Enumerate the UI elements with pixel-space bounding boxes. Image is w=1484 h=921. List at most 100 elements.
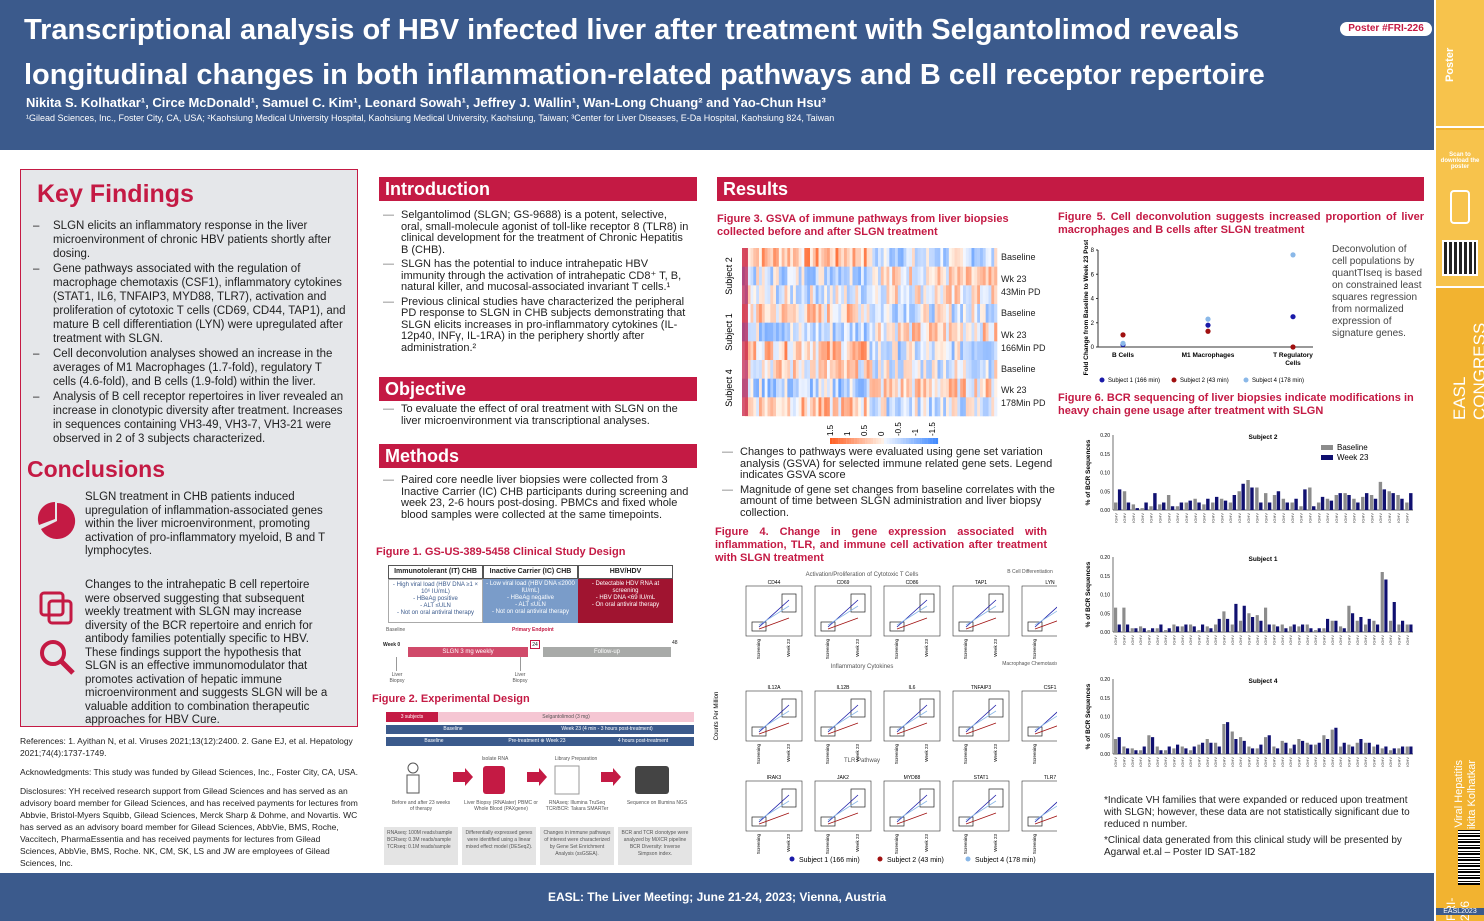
heat-cell	[759, 285, 763, 305]
heat-cell	[948, 248, 952, 267]
bar	[1197, 502, 1201, 510]
box-week23	[781, 593, 797, 613]
heat-cell	[940, 304, 944, 323]
subject2-line	[1034, 620, 1057, 630]
heat-cell	[846, 378, 850, 398]
heat-cell	[988, 248, 992, 267]
legend-swatch	[892, 438, 895, 444]
x-tick: M1 Macrophages	[1182, 352, 1235, 359]
heat-cell	[804, 397, 808, 417]
heat-cell	[974, 397, 978, 417]
gene-title: STAT1	[974, 775, 989, 781]
timeline-label: 48	[672, 640, 678, 646]
heat-cell	[855, 360, 859, 379]
heat-cell	[756, 322, 760, 342]
heat-cell	[756, 360, 760, 379]
figure4-boxplots: Activation/Proliferation of Cytotoxic T …	[714, 569, 1057, 864]
gene-title: IL12B	[836, 685, 850, 691]
heat-cell	[804, 304, 808, 323]
heat-cell	[832, 285, 836, 305]
bar	[1281, 498, 1286, 510]
heat-cell	[991, 248, 995, 267]
heat-cell	[934, 285, 938, 305]
x-tick: Screening	[1032, 639, 1037, 660]
heat-cell	[804, 248, 808, 267]
x-tick: IGHV	[1405, 513, 1410, 523]
heat-cell	[931, 360, 935, 379]
heat-cell	[818, 248, 822, 267]
heat-cell	[770, 248, 774, 267]
heat-cell	[846, 360, 850, 379]
bar	[1347, 744, 1351, 754]
legend-swatch	[894, 438, 898, 444]
heat-cell	[991, 322, 995, 342]
qr-code[interactable]	[1442, 240, 1478, 276]
heat-cell	[875, 304, 879, 323]
bar	[1219, 498, 1224, 510]
panel-frame	[883, 780, 941, 832]
heat-cell	[829, 304, 833, 323]
heat-cell	[912, 341, 916, 361]
bar	[1384, 579, 1388, 632]
step-box: RNAseq: 100M reads/sample BCRseq: 0.3M r…	[384, 827, 458, 865]
heat-cell	[793, 397, 797, 417]
bar	[1376, 624, 1380, 632]
legend-swatch	[900, 438, 903, 444]
heat-cell	[827, 266, 831, 286]
heat-cell	[889, 266, 893, 286]
bar	[1197, 630, 1201, 632]
heat-cell	[957, 360, 961, 379]
heat-cell	[914, 285, 918, 305]
heat-cell	[824, 397, 828, 417]
heat-cell	[812, 341, 816, 361]
bar	[1140, 508, 1144, 510]
legend-swatch	[862, 438, 866, 444]
bar	[1170, 506, 1175, 510]
x-tick: Screening	[894, 744, 899, 765]
heat-cell	[793, 285, 797, 305]
heat-cell	[903, 341, 907, 361]
step-box: Differentially expressed genes were iden…	[462, 827, 536, 865]
heat-cell	[940, 378, 944, 398]
heat-cell	[980, 304, 984, 323]
bar	[1176, 626, 1180, 632]
legend-swatch	[1321, 455, 1333, 460]
x-tick: IGHV	[1388, 635, 1393, 645]
heat-cell	[906, 360, 910, 379]
heat-cell	[872, 266, 876, 286]
heat-cell	[906, 397, 910, 417]
note-text: *Indicate VH families that were expanded…	[1104, 795, 1410, 830]
heat-cell	[747, 266, 751, 286]
heat-cell	[844, 322, 848, 342]
heat-cell	[875, 397, 879, 417]
heat-cell	[815, 341, 819, 361]
bar	[1355, 742, 1359, 754]
bar	[1272, 746, 1276, 754]
bar	[1172, 624, 1176, 632]
objective-text: To evaluate the effect of oral treatment…	[383, 403, 691, 430]
bar	[1164, 630, 1168, 632]
heat-cell	[934, 248, 938, 267]
heat-cell	[818, 397, 822, 417]
bar	[1201, 742, 1205, 754]
legend-swatch	[921, 438, 925, 444]
heat-cell	[895, 341, 899, 361]
bar	[1401, 746, 1405, 754]
heat-cell	[900, 397, 904, 417]
x-tick: IGHV	[1330, 635, 1335, 645]
subject1-line	[896, 794, 928, 823]
x-tick: T Regulatory	[1273, 352, 1313, 359]
x-tick: IGHV	[1316, 513, 1321, 523]
heat-cell	[790, 360, 794, 379]
heat-cell	[883, 360, 887, 379]
legend-tick: 0	[877, 431, 886, 436]
x-tick: IGHV	[1360, 513, 1365, 523]
heat-cell	[776, 285, 780, 305]
heat-cell	[753, 360, 757, 379]
heat-cell	[844, 341, 848, 361]
y-tick: 0.00	[1100, 630, 1110, 636]
subject-label: Subject 2	[724, 257, 734, 295]
heat-cell	[793, 341, 797, 361]
x-tick: Screening	[894, 834, 899, 855]
x-tick: IGHV	[1397, 635, 1402, 645]
